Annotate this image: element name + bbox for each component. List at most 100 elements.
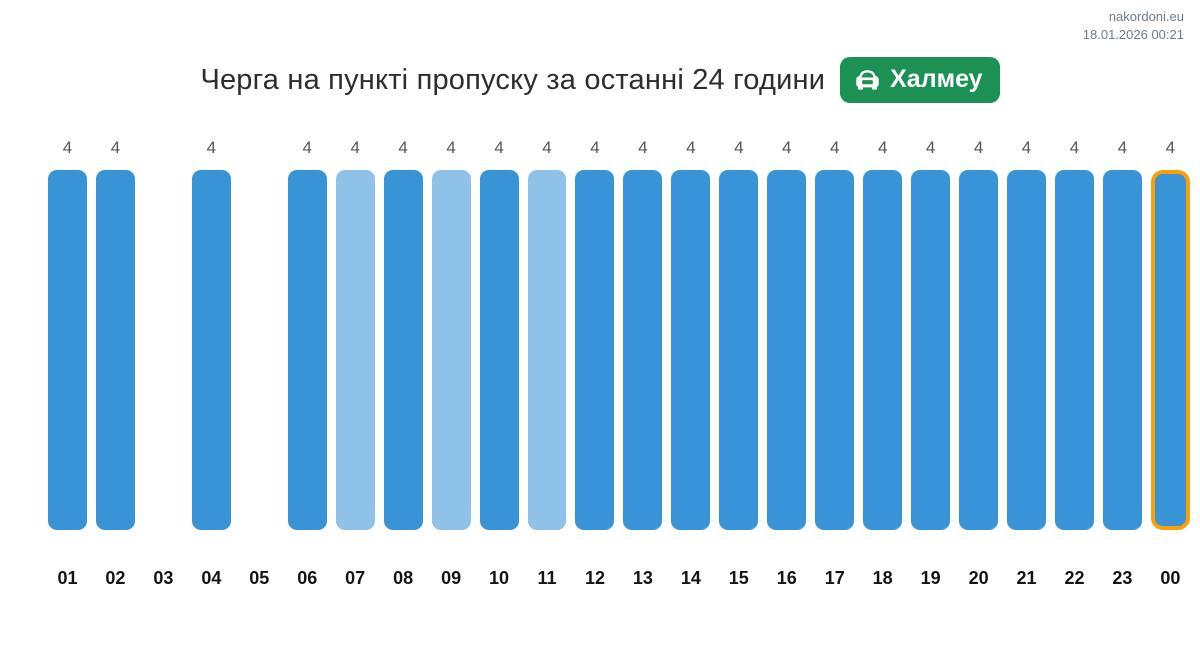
value-label: 4: [638, 138, 648, 157]
bar-slot: [719, 170, 759, 530]
bar-slot: [191, 170, 231, 530]
bar-slot: [240, 170, 279, 530]
value-label: 4: [110, 138, 121, 157]
value-label: [240, 138, 279, 160]
axis-tick-label: 12: [584, 568, 605, 588]
bar[interactable]: [815, 170, 855, 530]
axis-tick-label: 06: [297, 568, 318, 588]
bar[interactable]: [959, 170, 999, 530]
bar-column: 4 15: [719, 138, 759, 589]
bar-current-hour[interactable]: [1150, 170, 1190, 530]
axis-tick-label: 19: [920, 568, 941, 588]
bar-column: 4 01: [48, 138, 87, 589]
value-label: 4: [686, 138, 696, 157]
site-name: nakordoni.eu: [1108, 9, 1184, 24]
bar-column: 4 22: [1055, 138, 1094, 589]
bar[interactable]: [95, 170, 135, 530]
bar-slot: [144, 170, 183, 530]
bar-column: 4 08: [383, 138, 423, 589]
chart-title: Черга на пункті пропуску за останні 24 г…: [200, 63, 826, 96]
value-label: 4: [62, 138, 73, 157]
bar-column: 4 16: [767, 138, 807, 589]
axis-tick-label: 11: [537, 568, 557, 588]
bar-column: 05: [240, 138, 279, 589]
bar[interactable]: [527, 170, 567, 530]
bar-column: 4 02: [95, 138, 135, 589]
axis-tick-label: 17: [824, 568, 845, 588]
bar-column: 4 21: [1007, 138, 1047, 589]
bar-slot: [671, 170, 711, 530]
value-label: 4: [206, 138, 217, 157]
axis-tick-label: 09: [441, 568, 462, 588]
bar[interactable]: [191, 170, 231, 530]
bar-slot: [287, 170, 327, 530]
bar[interactable]: [287, 170, 327, 530]
value-label: 4: [973, 138, 984, 157]
bar-column: 4 12: [575, 138, 615, 589]
axis-tick-label: 03: [153, 568, 174, 588]
bar[interactable]: [767, 170, 807, 530]
axis-tick-label: 08: [393, 568, 414, 588]
bar-slot: [431, 170, 471, 530]
bar[interactable]: [1007, 170, 1047, 530]
bar-slot: [815, 170, 855, 530]
bar[interactable]: [335, 170, 375, 530]
bar-slot: [1150, 170, 1190, 530]
bar[interactable]: [383, 170, 423, 530]
value-label: 4: [734, 138, 744, 157]
bar-column: 4 06: [287, 138, 327, 589]
value-label: 4: [1021, 138, 1032, 157]
value-label: 4: [446, 138, 456, 157]
bar-slot: [48, 170, 87, 530]
bar-column: 4 00: [1150, 138, 1190, 589]
bar-slot: [1055, 170, 1094, 530]
bar[interactable]: [671, 170, 711, 530]
axis-tick-label: 13: [632, 568, 653, 588]
bar[interactable]: [1055, 170, 1094, 530]
axis-tick-label: 02: [105, 568, 126, 588]
value-label: 4: [350, 138, 360, 157]
axis-tick-label: 00: [1160, 568, 1181, 588]
bar[interactable]: [911, 170, 951, 530]
value-label: 4: [1117, 138, 1128, 157]
bar-column: 4 18: [863, 138, 903, 589]
bar[interactable]: [431, 170, 471, 530]
axis-tick-label: 14: [680, 568, 701, 588]
chart-header: Черга на пункті пропуску за останні 24 г…: [0, 55, 1200, 105]
bar[interactable]: [623, 170, 663, 530]
bar-slot: [1007, 170, 1047, 530]
bar[interactable]: [719, 170, 759, 530]
bar-slot: [863, 170, 903, 530]
axis-tick-label: 04: [201, 568, 222, 588]
bar-column: 4 04: [191, 138, 231, 589]
bar-slot: [767, 170, 807, 530]
checkpoint-name: Халмеу: [890, 65, 983, 93]
axis-tick-label: 21: [1016, 568, 1037, 588]
watermark: nakordoni.eu 18.01.2026 00:21: [1083, 8, 1184, 43]
axis-tick-label: 16: [776, 568, 797, 588]
bar-slot: [911, 170, 951, 530]
bar-slot: [335, 170, 375, 530]
bar-chart: 4 01 4 02 03 4 04 05 4 06 4 07 4 08 4 09 4 10 4 11 4 12 4 13 4 14…: [0, 138, 1200, 589]
axis-tick-label: 15: [728, 568, 749, 588]
value-label: 4: [1165, 138, 1176, 157]
bar-slot: [1102, 170, 1142, 530]
axis-tick-label: 18: [872, 568, 893, 588]
axis-tick-label: 23: [1112, 568, 1133, 588]
bar[interactable]: [48, 170, 87, 530]
bar-slot: [623, 170, 663, 530]
checkpoint-badge[interactable]: Халмеу: [840, 57, 1000, 103]
bar[interactable]: [479, 170, 519, 530]
bar-slot: [575, 170, 615, 530]
bar-column: 4 14: [671, 138, 711, 589]
bar-slot: [959, 170, 999, 530]
bar-column: 4 17: [815, 138, 855, 589]
bar-column: 4 10: [479, 138, 519, 589]
value-label: 4: [877, 138, 888, 157]
bar[interactable]: [863, 170, 903, 530]
bar[interactable]: [1102, 170, 1142, 530]
bar[interactable]: [575, 170, 615, 530]
bar-column: 4 07: [335, 138, 375, 589]
bar-slot: [95, 170, 135, 530]
